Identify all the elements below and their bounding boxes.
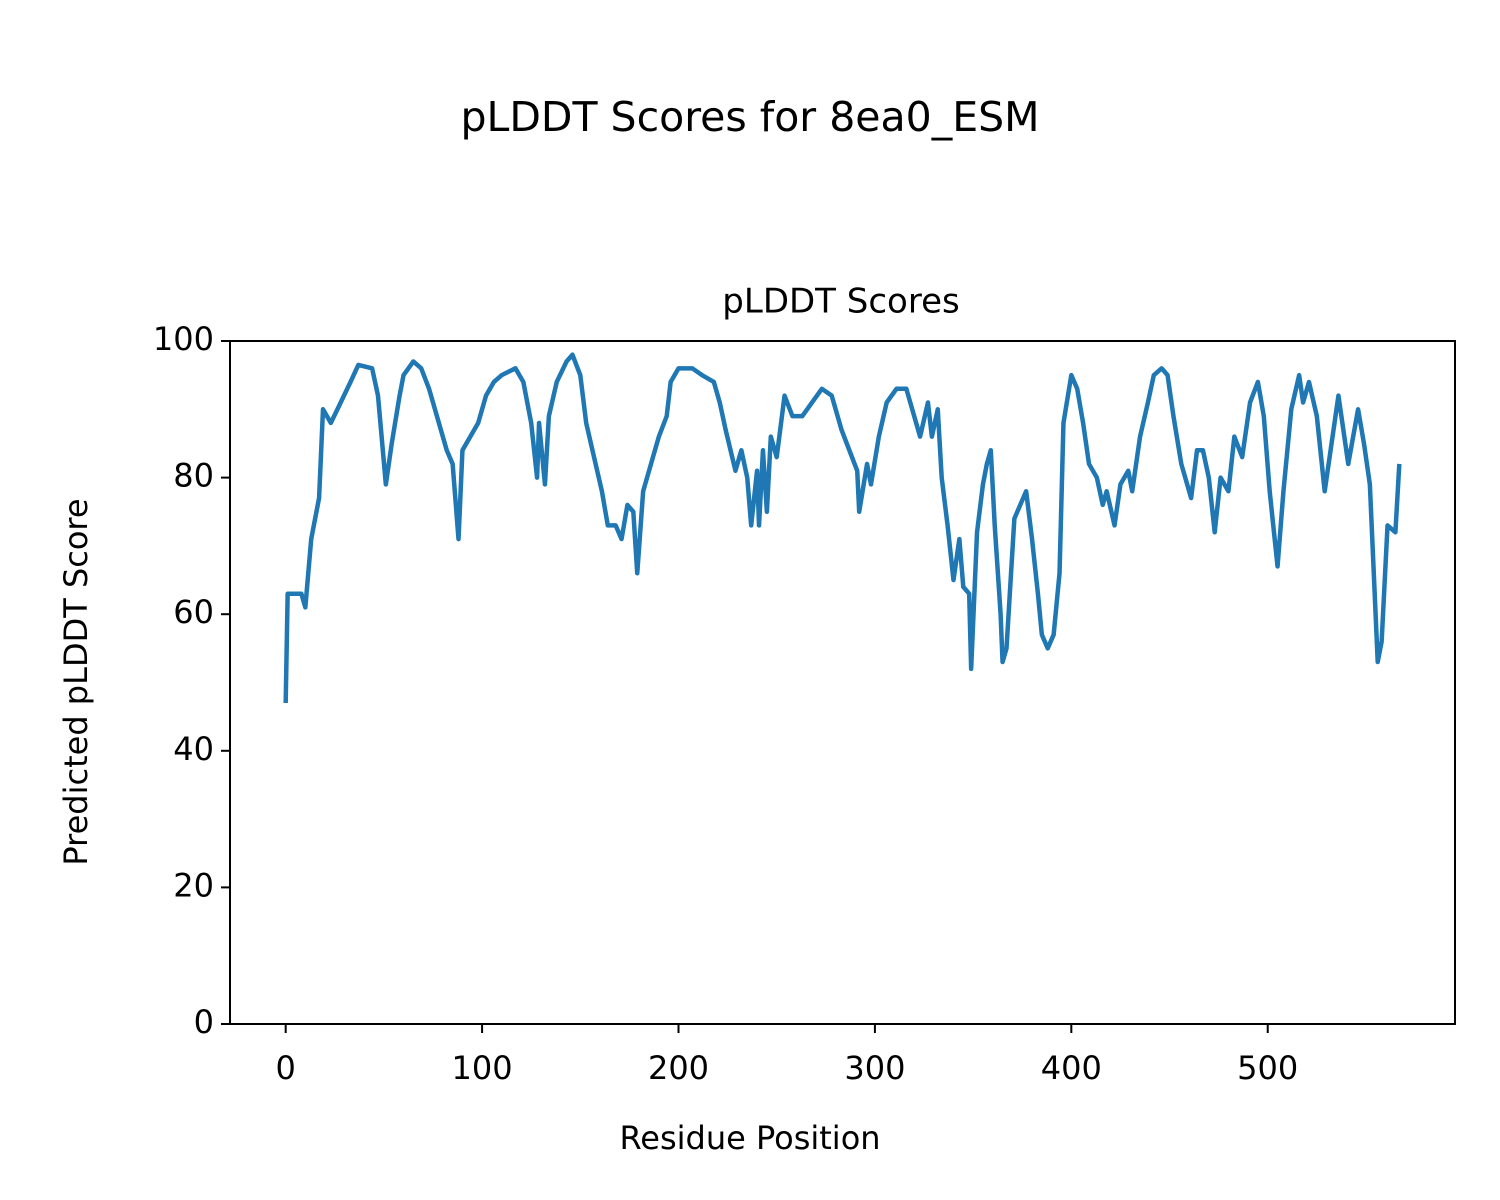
- x-tick-label: 300: [844, 1049, 905, 1087]
- y-tick-label: 60: [173, 593, 214, 631]
- data-line: [283, 352, 1402, 704]
- y-tick-label: 100: [153, 320, 214, 358]
- chart-title: pLDDT Scores for 8ea0_ESM: [460, 93, 1039, 141]
- x-tick-label: 0: [276, 1049, 296, 1087]
- x-axis-label: Residue Position: [619, 1119, 880, 1157]
- subplot-title: pLDDT Scores: [722, 282, 959, 322]
- x-tick-label: 500: [1237, 1049, 1298, 1087]
- y-axis-label: Predicted pLDDT Score: [57, 498, 95, 865]
- y-tick-label: 40: [173, 730, 214, 768]
- y-tick-label: 80: [173, 457, 214, 495]
- y-tick-label: 20: [173, 866, 214, 904]
- x-tick-label: 400: [1041, 1049, 1102, 1087]
- x-tick-label: 100: [452, 1049, 513, 1087]
- plot-frame: [229, 340, 1456, 1025]
- y-tick-label: 0: [194, 1003, 214, 1041]
- x-tick-label: 200: [648, 1049, 709, 1087]
